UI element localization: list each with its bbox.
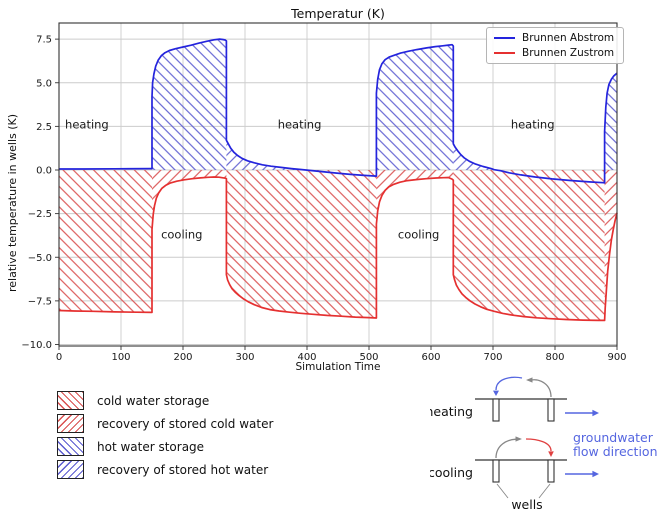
heating-row-label: heating <box>430 404 473 419</box>
groundwater-flow-label-line2: flow direction <box>573 444 657 459</box>
region-recovery-of-stored-hot-water <box>453 46 495 170</box>
x-tick-label: 700 <box>483 352 502 363</box>
x-tick-label: 400 <box>297 352 316 363</box>
x-axis-label: Simulation Time <box>295 361 381 373</box>
injection-well-cooling <box>547 459 555 483</box>
legend-line-swatch <box>494 37 515 39</box>
chart-title: Temperatur (K) <box>291 6 385 21</box>
series-line-1 <box>58 176 618 322</box>
flow-arrowhead-heating <box>592 409 599 417</box>
storage-legend: cold water storage recovery of stored col… <box>57 391 273 479</box>
chart-legend: Brunnen Abstrom Brunnen Zustrom <box>486 27 625 64</box>
hatch-swatch-red-back <box>57 391 84 410</box>
x-tick-label: 300 <box>235 352 254 363</box>
region-hot-water-storage <box>152 39 227 170</box>
extraction-arrowhead-cooling <box>515 436 522 442</box>
x-tick-label: 0 <box>56 352 62 363</box>
region-cold-water-storage <box>453 170 605 321</box>
chart-legend-entry-1: Brunnen Zustrom <box>494 47 614 59</box>
y-tick-label: −2.5 <box>28 209 52 220</box>
hatch-swatch-red-forward <box>57 414 84 433</box>
storage-legend-label: cold water storage <box>97 393 210 408</box>
y-tick-label: 2.5 <box>36 122 52 133</box>
region-cold-water-storage <box>226 170 377 318</box>
region-hot-water-storage <box>604 73 617 183</box>
series-line-0 <box>59 38 618 184</box>
phase-annotation-cooling: cooling <box>398 228 439 242</box>
y-tick-label: −7.5 <box>28 296 52 307</box>
y-tick-label: −5.0 <box>28 253 52 264</box>
y-tick-label: 7.5 <box>36 35 52 46</box>
extraction-well-cooling <box>492 459 500 483</box>
wells-pointer-left <box>496 483 509 499</box>
storage-legend-row-3: recovery of stored hot water <box>57 460 273 479</box>
x-tick-label: 900 <box>607 352 626 363</box>
injection-arc-cooling <box>525 438 552 452</box>
storage-legend-row-0: cold water storage <box>57 391 273 410</box>
region-hot-water-storage <box>376 44 454 177</box>
extraction-arrowhead-heating <box>526 377 533 383</box>
phase-annotation-cooling: cooling <box>161 228 202 242</box>
y-tick-label: −10.0 <box>21 340 52 351</box>
extraction-well-heating <box>547 398 555 422</box>
y-tick-label: 0.0 <box>36 166 52 177</box>
x-tick-label: 600 <box>421 352 440 363</box>
phase-annotation-heating: heating <box>511 118 555 132</box>
region-recovery-of-stored-cold-water <box>376 170 454 318</box>
flow-arrowhead-cooling <box>592 470 599 478</box>
region-cold-water-storage <box>59 170 152 313</box>
cooling-row-label: cooling <box>430 465 473 480</box>
groundwater-flow-label-line1: groundwater <box>573 430 654 445</box>
storage-legend-label: recovery of stored cold water <box>97 416 274 431</box>
wells-pointer-right <box>538 483 551 499</box>
x-tick-label: 800 <box>545 352 564 363</box>
chart-legend-entry-0: Brunnen Abstrom <box>494 32 614 44</box>
legend-entry-label: Brunnen Zustrom <box>522 47 615 59</box>
chart-plot: 0 100 200 300 400 500 600 700 800 900 7.5 5.0 2.5 0.0… <box>21 22 627 363</box>
injection-arc-heating <box>495 376 523 391</box>
legend-entry-label: Brunnen Abstrom <box>522 32 615 44</box>
storage-legend-label: recovery of stored hot water <box>97 462 269 477</box>
phase-annotation-heating: heating <box>278 118 322 132</box>
region-recovery-of-stored-hot-water <box>226 40 306 171</box>
x-tick-label: 200 <box>173 352 192 363</box>
hatch-swatch-blue-forward <box>57 460 84 479</box>
x-tick-label: 100 <box>111 352 130 363</box>
wells-label: wells <box>511 497 542 511</box>
temperature-chart-figure: 0 100 200 300 400 500 600 700 800 900 7.5 5.0 2.5 0.0… <box>6 6 627 373</box>
region-recovery-of-stored-cold-water <box>152 170 227 313</box>
storage-legend-row-1: recovery of stored cold water <box>57 414 273 433</box>
phase-annotation-heating: heating <box>65 118 109 132</box>
y-axis-label: relative temperature in wells (K) <box>6 113 19 292</box>
injection-well-heating <box>492 398 500 422</box>
storage-legend-label: hot water storage <box>97 439 205 454</box>
extraction-arc-cooling <box>495 438 517 459</box>
wells-diagram: heating cooling groundwater flow directi… <box>430 376 657 511</box>
region-recovery-of-stored-cold-water <box>604 170 617 321</box>
x-tick-label: 500 <box>359 352 378 363</box>
injection-arrowhead-cooling <box>548 451 554 457</box>
extraction-arc-heating <box>530 379 552 398</box>
injection-arrowhead-heating <box>493 390 499 396</box>
legend-line-swatch <box>494 52 515 54</box>
y-tick-label: 5.0 <box>36 78 52 89</box>
hatch-swatch-blue-back <box>57 437 84 456</box>
storage-legend-row-2: hot water storage <box>57 437 273 456</box>
